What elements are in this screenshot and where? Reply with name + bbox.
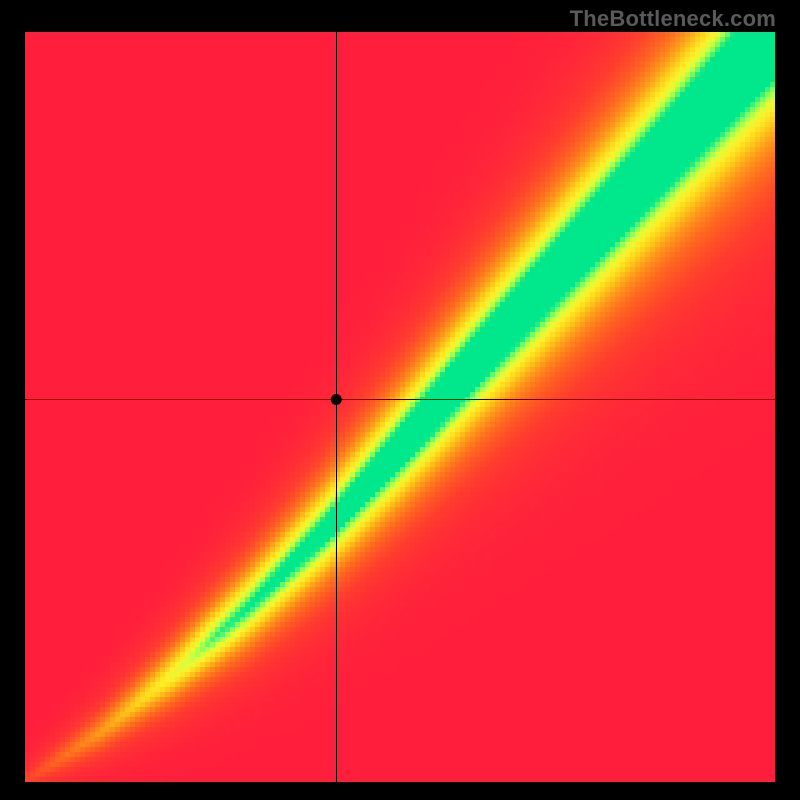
watermark-text: TheBottleneck.com	[570, 6, 776, 32]
heatmap-canvas	[25, 32, 775, 782]
figure-root: TheBottleneck.com	[0, 0, 800, 800]
plot-area	[25, 32, 775, 782]
